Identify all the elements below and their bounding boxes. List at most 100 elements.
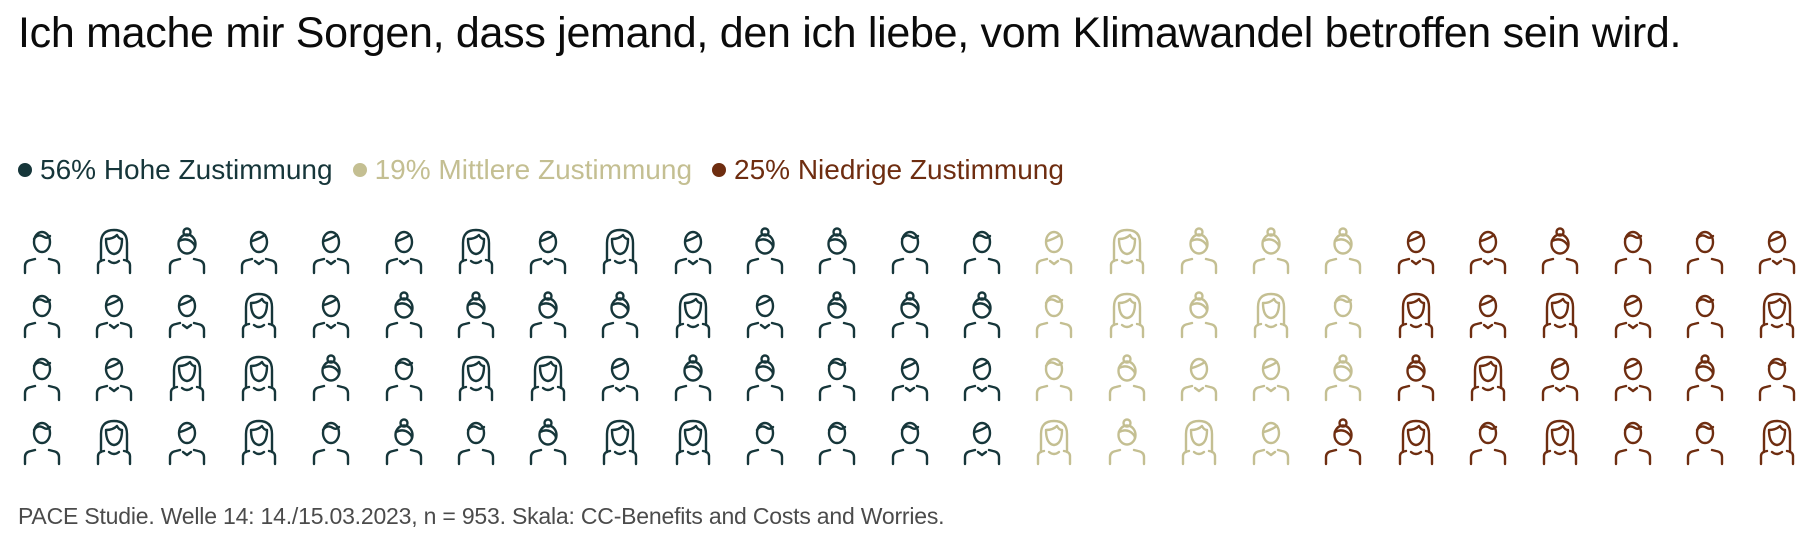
person-male-icon xyxy=(20,227,64,275)
person-female-bun-icon xyxy=(888,290,932,339)
person-female-long-hair-icon xyxy=(237,418,281,466)
person-male-icon xyxy=(1611,418,1655,466)
source-footnote: PACE Studie. Welle 14: 14./15.03.2023, n… xyxy=(18,503,945,529)
person-male-vneck-icon xyxy=(1755,227,1799,275)
person-female-bun-icon xyxy=(1321,227,1365,275)
person-male-icon xyxy=(454,418,498,466)
person-male-icon xyxy=(1755,354,1799,402)
person-female-long-hair-icon xyxy=(454,354,498,402)
person-female-long-hair-icon xyxy=(526,354,570,402)
person-female-bun-icon xyxy=(309,354,353,402)
person-male-icon xyxy=(743,418,787,466)
person-male-vneck-icon xyxy=(1032,227,1076,275)
person-female-long-hair-icon xyxy=(1105,291,1149,339)
person-female-bun-icon xyxy=(526,417,570,466)
person-female-long-hair-icon xyxy=(1538,418,1582,466)
person-female-long-hair-icon xyxy=(237,354,281,402)
person-female-bun-icon xyxy=(1177,227,1221,275)
person-female-bun-icon xyxy=(743,227,787,275)
person-male-icon xyxy=(888,227,932,275)
person-female-bun-icon xyxy=(743,354,787,402)
person-male-icon xyxy=(1032,291,1076,339)
person-female-long-hair-icon xyxy=(671,418,715,466)
person-male-icon xyxy=(20,418,64,466)
person-male-vneck-icon xyxy=(960,354,1004,402)
person-male-vneck-icon xyxy=(671,227,715,275)
person-female-bun-icon xyxy=(454,290,498,339)
person-male-vneck-icon xyxy=(1466,291,1510,339)
legend-label-high: 56% Hohe Zustimmung xyxy=(40,154,333,185)
person-male-vneck-icon xyxy=(309,291,353,339)
person-female-long-hair-icon xyxy=(1466,354,1510,402)
person-male-vneck-icon xyxy=(1249,354,1293,402)
person-male-icon xyxy=(888,418,932,466)
person-male-vneck-icon xyxy=(1249,418,1293,466)
person-female-long-hair-icon xyxy=(1105,227,1149,275)
person-male-icon xyxy=(309,418,353,466)
person-male-icon xyxy=(20,291,64,339)
person-male-vneck-icon xyxy=(1611,291,1655,339)
person-female-bun-icon xyxy=(1321,354,1365,402)
person-female-bun-icon xyxy=(671,354,715,402)
person-female-bun-icon xyxy=(1105,354,1149,402)
person-male-vneck-icon xyxy=(960,418,1004,466)
legend: 56% Hohe Zustimmung 19% Mittlere Zustimm… xyxy=(18,150,1084,190)
person-female-bun-icon xyxy=(165,227,209,275)
person-female-bun-icon xyxy=(1177,290,1221,339)
person-female-bun-icon xyxy=(382,290,426,339)
person-female-bun-icon xyxy=(1394,354,1438,402)
person-male-icon xyxy=(20,354,64,402)
person-female-bun-icon xyxy=(815,290,859,339)
person-male-icon xyxy=(1032,354,1076,402)
person-male-icon xyxy=(1683,227,1727,275)
person-male-icon xyxy=(815,354,859,402)
person-female-bun-icon xyxy=(526,290,570,339)
person-male-vneck-icon xyxy=(743,291,787,339)
person-female-long-hair-icon xyxy=(1249,291,1293,339)
person-female-bun-icon xyxy=(1105,417,1149,466)
legend-item-mid: 19% Mittlere Zustimmung xyxy=(352,154,693,186)
person-female-long-hair-icon xyxy=(1538,291,1582,339)
chart-title: Ich mache mir Sorgen, dass jemand, den i… xyxy=(18,9,1682,57)
person-female-long-hair-icon xyxy=(598,418,642,466)
person-female-long-hair-icon xyxy=(1394,418,1438,466)
person-female-long-hair-icon xyxy=(237,291,281,339)
legend-label-low: 25% Niedrige Zustimmung xyxy=(734,154,1064,185)
person-female-bun-icon xyxy=(1321,417,1365,466)
person-female-long-hair-icon xyxy=(598,227,642,275)
person-male-vneck-icon xyxy=(888,354,932,402)
person-female-long-hair-icon xyxy=(671,291,715,339)
person-male-vneck-icon xyxy=(526,227,570,275)
legend-item-low: 25% Niedrige Zustimmung xyxy=(712,154,1064,186)
person-male-icon xyxy=(1321,291,1365,339)
person-female-long-hair-icon xyxy=(1032,418,1076,466)
person-male-vneck-icon xyxy=(165,291,209,339)
person-male-icon xyxy=(1466,418,1510,466)
person-female-bun-icon xyxy=(960,290,1004,339)
person-male-icon xyxy=(815,418,859,466)
person-female-bun-icon xyxy=(1683,354,1727,402)
person-male-vneck-icon xyxy=(382,227,426,275)
person-male-vneck-icon xyxy=(1611,354,1655,402)
person-male-icon xyxy=(382,354,426,402)
person-male-vneck-icon xyxy=(1538,354,1582,402)
person-male-icon xyxy=(1611,227,1655,275)
person-male-vneck-icon xyxy=(92,291,136,339)
legend-label-mid: 19% Mittlere Zustimmung xyxy=(374,154,693,185)
person-male-vneck-icon xyxy=(1394,227,1438,275)
person-female-long-hair-icon xyxy=(1755,418,1799,466)
person-male-vneck-icon xyxy=(92,354,136,402)
person-male-icon xyxy=(1683,291,1727,339)
person-male-vneck-icon xyxy=(1177,354,1221,402)
legend-dot-mid-icon xyxy=(352,163,367,177)
person-female-bun-icon xyxy=(598,290,642,339)
legend-dot-low-icon xyxy=(712,163,727,177)
person-male-vneck-icon xyxy=(1466,227,1510,275)
person-female-long-hair-icon xyxy=(1177,418,1221,466)
person-male-vneck-icon xyxy=(598,354,642,402)
person-male-icon xyxy=(960,227,1004,275)
person-female-long-hair-icon xyxy=(454,227,498,275)
person-male-vneck-icon xyxy=(165,418,209,466)
legend-dot-high-icon xyxy=(18,163,32,177)
